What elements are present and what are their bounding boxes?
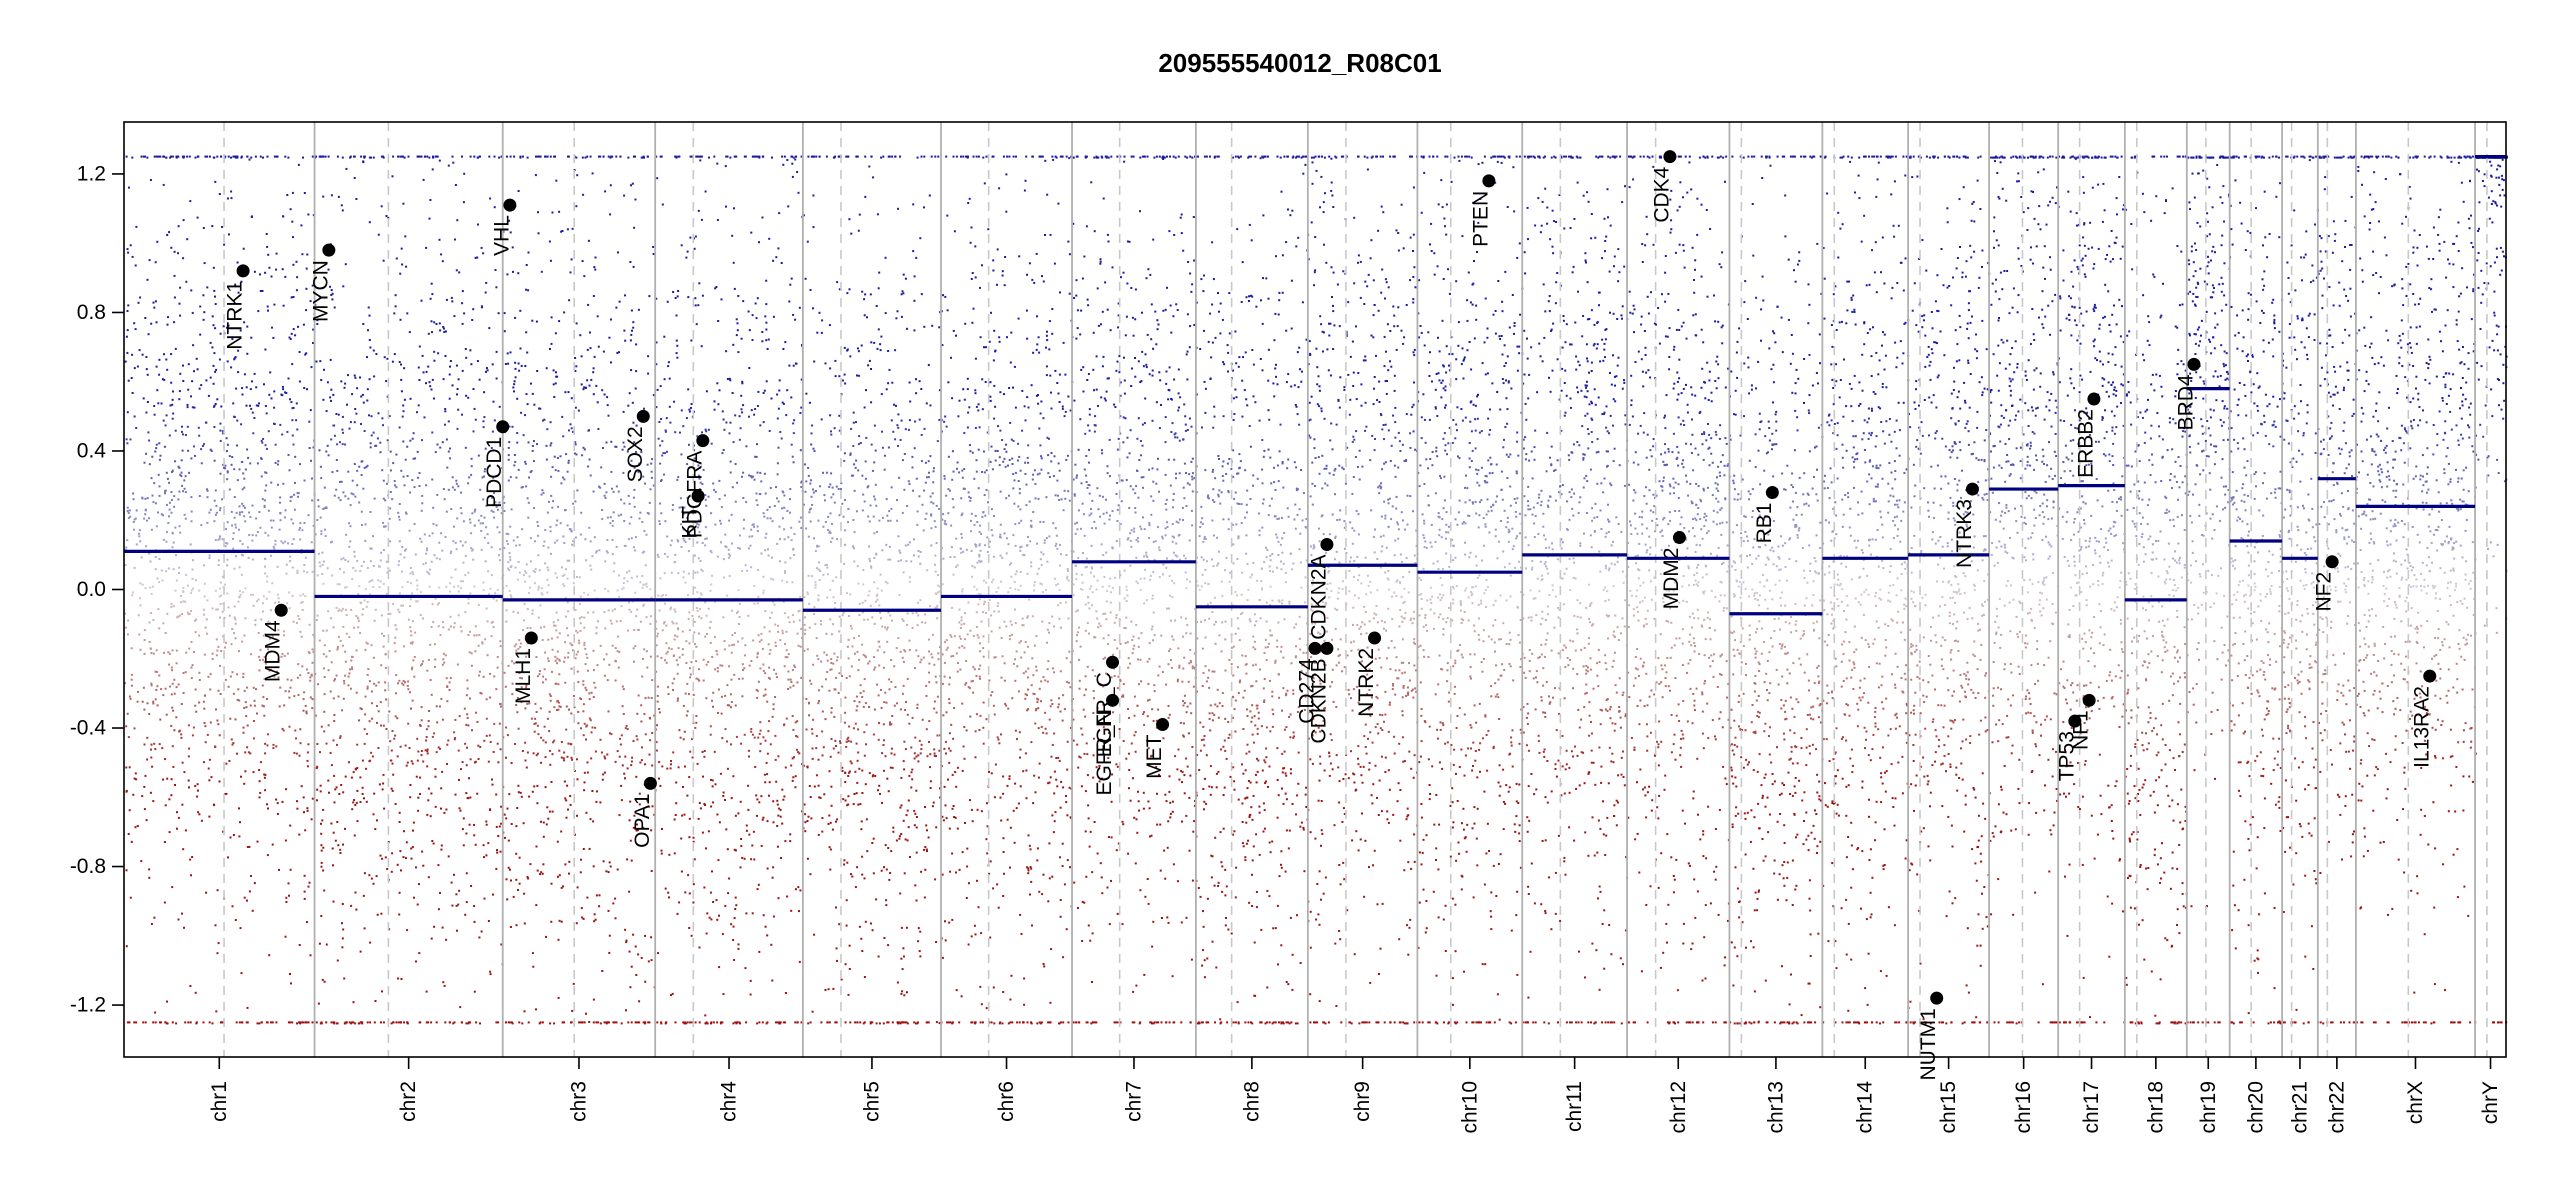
chromosome-label: chr15 [1937,1081,1960,1134]
plot-frame [123,121,2507,1058]
y-tick-label: -0.8 [70,855,106,878]
chromosome-label: chrX [2404,1081,2427,1124]
gene-point [2082,693,2096,707]
y-tick-label: 1.2 [77,162,106,185]
y-tick-label: -1.2 [70,994,106,1017]
gene-point [1320,641,1334,655]
gene-point [1308,641,1322,655]
gene-label: NTRK2 [1355,648,1378,717]
gene-markers: NTRK1 MDM4 MYCN PDCD1 VHL MLH1 SOX2 OPA1 KITPDGF… [224,150,2437,1080]
gene-label: MLH1 [512,648,535,704]
chromosome-label: chr17 [2080,1081,2103,1134]
gene-label: SOX2 [624,426,647,482]
chromosome-label: chr10 [1458,1081,1481,1134]
gene-point [2068,714,2082,728]
gene-point [1106,693,1120,707]
gene-point [236,264,250,278]
gene-label: NTRK3 [1953,499,1976,568]
gene-label: KIT [679,506,702,539]
gene-point [2423,669,2437,683]
gene-label: EGFR_N [1093,710,1116,795]
gene-label: BRD4 [2174,374,2197,430]
gene-label: TP53 [2055,731,2078,781]
gene-point [496,420,510,434]
gene-label: VHL [490,215,513,256]
gene-point [1765,486,1779,500]
chromosome-label: chr11 [1563,1081,1586,1132]
gene-point [524,631,538,645]
gene-point [1930,991,1944,1005]
chromosome-label: chr7 [1122,1081,1145,1122]
gene-label: NTRK1 [224,281,247,350]
gene-point [643,776,657,790]
gene-label: PTEN [1469,191,1492,247]
y-tick-label: 0.0 [77,578,106,601]
gene-point [2187,357,2201,371]
chromosome-label: chr20 [2244,1081,2267,1134]
gene-label: CDK4 [1650,166,1673,222]
gene-label: MET [1143,734,1166,779]
gene-label: RB1 [1753,503,1776,544]
gene-point [1106,655,1120,669]
chromosome-label: chr4 [718,1081,741,1122]
gene-label: EGFR_C [1093,672,1116,757]
chromosome-label: chr12 [1667,1081,1690,1134]
gene-label: MYCN [309,260,332,322]
gene-label: OPA1 [631,793,654,847]
gene-point [1482,174,1496,188]
chromosome-label: chr14 [1854,1081,1877,1134]
chromosome-label: chr6 [995,1081,1018,1122]
chromosome-label: chr13 [1764,1081,1787,1134]
axes: -1.2 -0.8 -0.4 0.0 0.4 0.8 1.2 chr1 chr2 chr3 chr4… [70,162,2502,1133]
chromosome-label: chr18 [2144,1081,2167,1134]
chromosome-label: chr2 [397,1081,420,1122]
chromosome-label: chr19 [2197,1081,2220,1134]
gene-label: CDKN2B [1307,658,1330,743]
gene-label: PDGFRA [683,451,706,539]
gene-label: NF2 [2313,572,2336,612]
gene-point [1320,537,1334,551]
chart-title: 209555540012_R08C01 [1158,48,1441,78]
y-tick-label: -0.4 [70,717,107,740]
gene-label: CDKN2A [1307,554,1330,639]
chromosome-label: chr21 [2288,1081,2311,1134]
gene-point [503,198,517,212]
gene-label: NUTM1 [1917,1008,1940,1080]
gene-point [1663,150,1677,164]
gene-label: PDCD1 [483,437,506,508]
gene-point [691,489,705,503]
gene-point [1156,718,1170,732]
gene-label: CD274 [1296,658,1319,724]
chromosome-label: chr22 [2325,1081,2348,1134]
y-tick-label: 0.4 [77,439,107,462]
gene-label: MDM2 [1660,548,1683,610]
gene-point [636,409,650,423]
chromosome-label: chr9 [1351,1081,1374,1122]
gene-point [322,243,336,257]
gene-point [274,603,288,617]
chromosome-label: chr5 [860,1081,883,1122]
gene-point [1965,482,1979,496]
chromosome-label: chrY [2479,1081,2502,1124]
chromosome-boundaries [223,122,2488,1057]
gene-point [2325,555,2339,569]
chromosome-label: chr8 [1240,1081,1263,1122]
y-tick-label: 0.8 [77,301,106,324]
gene-label: MDM4 [262,620,285,682]
segment-lines [124,155,2506,616]
gene-point [696,434,710,448]
gene-point [1672,531,1686,545]
chromosome-label: chr1 [208,1081,231,1122]
chromosome-label: chr3 [567,1081,590,1122]
chromosome-label: chr16 [2012,1081,2035,1134]
gene-label: NF1 [2070,710,2093,750]
gene-point [2087,392,2101,406]
gene-label: IL13RA2 [2410,686,2433,768]
gene-label: ERBB2 [2074,409,2097,478]
gene-point [1368,631,1382,645]
probe-points [124,155,2508,1025]
